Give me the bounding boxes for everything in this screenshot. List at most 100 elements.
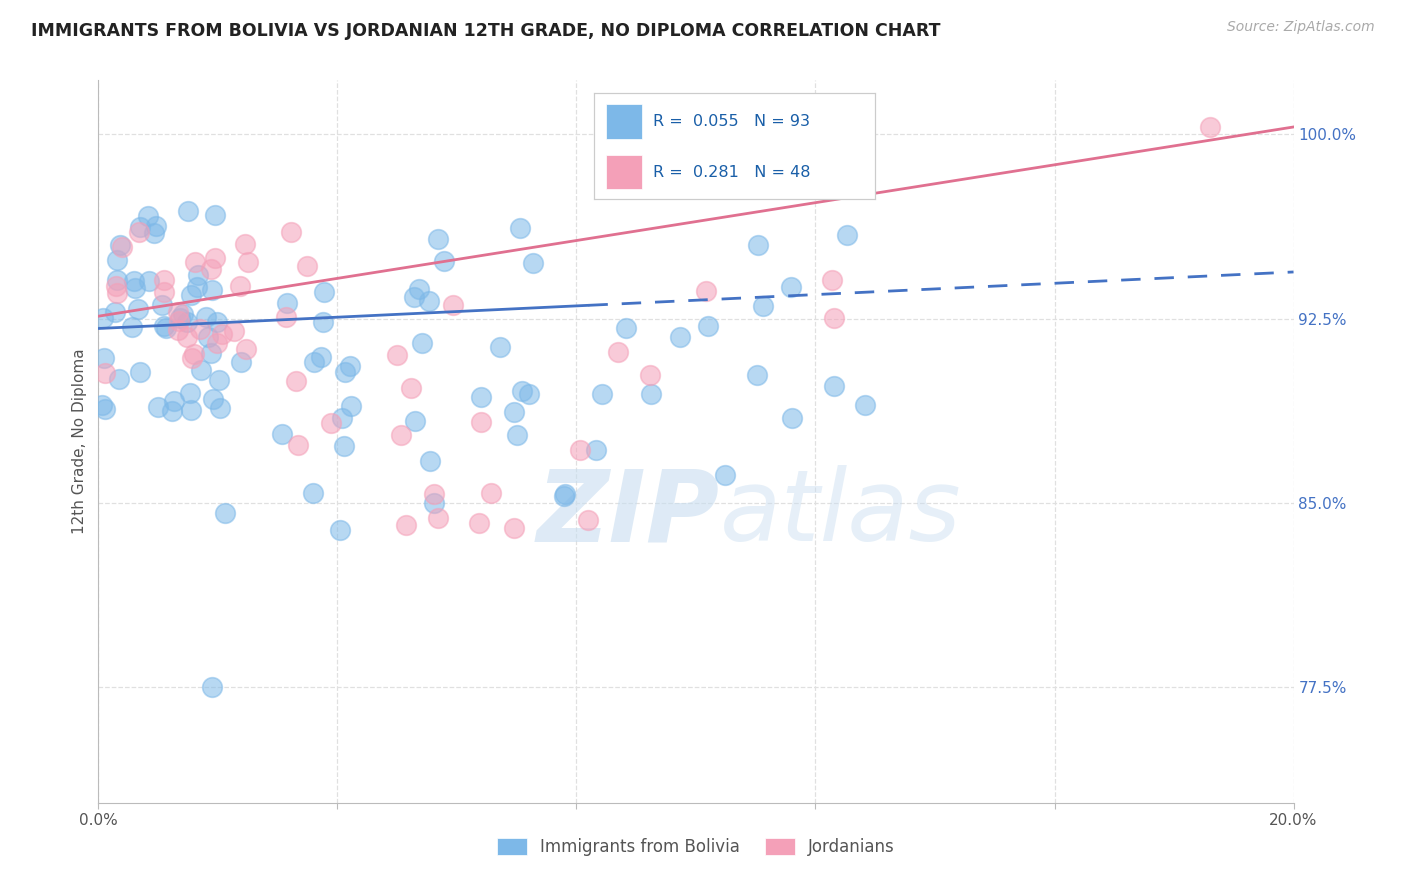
Point xyxy=(200,346,222,360)
Point xyxy=(329,523,352,537)
Point xyxy=(287,438,309,452)
Point xyxy=(517,386,540,401)
Point xyxy=(276,296,298,310)
Point xyxy=(591,386,613,401)
Point xyxy=(150,298,173,312)
Point xyxy=(284,374,307,388)
Point xyxy=(201,392,224,406)
Point xyxy=(779,280,801,294)
Point xyxy=(433,253,456,268)
Point xyxy=(205,336,228,351)
Point xyxy=(207,315,229,329)
Point xyxy=(105,273,128,287)
Text: ZIP: ZIP xyxy=(537,466,720,562)
Point xyxy=(222,324,245,338)
Point xyxy=(104,279,127,293)
Point xyxy=(121,320,143,334)
Point xyxy=(640,387,662,401)
Point xyxy=(697,319,720,334)
Point xyxy=(136,209,159,223)
Point xyxy=(280,225,302,239)
Point xyxy=(411,335,433,350)
Point xyxy=(91,310,114,325)
Point xyxy=(200,262,222,277)
Point xyxy=(747,368,769,383)
Point xyxy=(124,274,146,288)
Point xyxy=(152,285,174,299)
Text: atlas: atlas xyxy=(720,466,962,562)
Point xyxy=(172,307,194,321)
Point xyxy=(419,454,441,468)
Point xyxy=(780,410,803,425)
Point xyxy=(395,518,418,533)
Point xyxy=(138,274,160,288)
Point xyxy=(752,299,775,313)
Point xyxy=(422,496,444,510)
Point xyxy=(427,232,450,246)
Point xyxy=(470,415,492,429)
Point xyxy=(312,285,335,299)
Point xyxy=(585,442,607,457)
Point xyxy=(747,238,769,252)
Point xyxy=(502,405,524,419)
Point xyxy=(105,253,128,268)
Point xyxy=(488,340,510,354)
Point xyxy=(204,251,226,265)
Point xyxy=(129,365,152,379)
Point xyxy=(167,314,190,328)
Point xyxy=(321,417,343,431)
Point xyxy=(201,681,224,695)
Point xyxy=(423,487,446,501)
Point xyxy=(186,268,208,282)
Point xyxy=(235,342,257,356)
Point xyxy=(188,321,211,335)
Point xyxy=(339,359,361,373)
Point xyxy=(183,346,205,360)
Point xyxy=(835,228,858,243)
Point xyxy=(418,294,440,309)
Point xyxy=(128,219,150,234)
Point xyxy=(333,365,356,379)
Point xyxy=(153,273,176,287)
Point xyxy=(166,305,188,319)
Point xyxy=(146,400,169,414)
Point xyxy=(553,489,575,503)
Point xyxy=(229,279,252,293)
Point xyxy=(606,345,628,359)
Point xyxy=(180,287,202,301)
Point xyxy=(90,398,112,412)
Point xyxy=(190,363,212,377)
Point xyxy=(568,442,591,457)
Text: IMMIGRANTS FROM BOLIVIA VS JORDANIAN 12TH GRADE, NO DIPLOMA CORRELATION CHART: IMMIGRANTS FROM BOLIVIA VS JORDANIAN 12T… xyxy=(31,22,941,40)
Point xyxy=(302,355,325,369)
Point xyxy=(408,282,430,296)
Point xyxy=(163,394,186,409)
Point xyxy=(124,281,146,295)
Point xyxy=(180,351,202,365)
Point xyxy=(823,379,845,393)
Point xyxy=(128,226,150,240)
Point xyxy=(330,410,353,425)
Point xyxy=(184,255,207,269)
Point xyxy=(389,427,412,442)
Point xyxy=(271,427,294,442)
Point xyxy=(229,355,252,369)
Point xyxy=(108,372,131,386)
Point xyxy=(94,366,117,380)
Point xyxy=(127,301,149,316)
Point xyxy=(197,330,219,344)
Point xyxy=(186,280,208,294)
Point xyxy=(468,516,491,530)
Point xyxy=(427,511,450,525)
Point xyxy=(94,402,117,417)
Point xyxy=(340,400,363,414)
Point xyxy=(821,273,844,287)
Point xyxy=(176,204,198,219)
Point xyxy=(204,208,226,222)
Point xyxy=(506,427,529,442)
Point xyxy=(166,323,188,337)
Point xyxy=(669,330,692,344)
Point xyxy=(214,506,236,520)
Point xyxy=(853,398,876,412)
Point xyxy=(404,415,426,429)
